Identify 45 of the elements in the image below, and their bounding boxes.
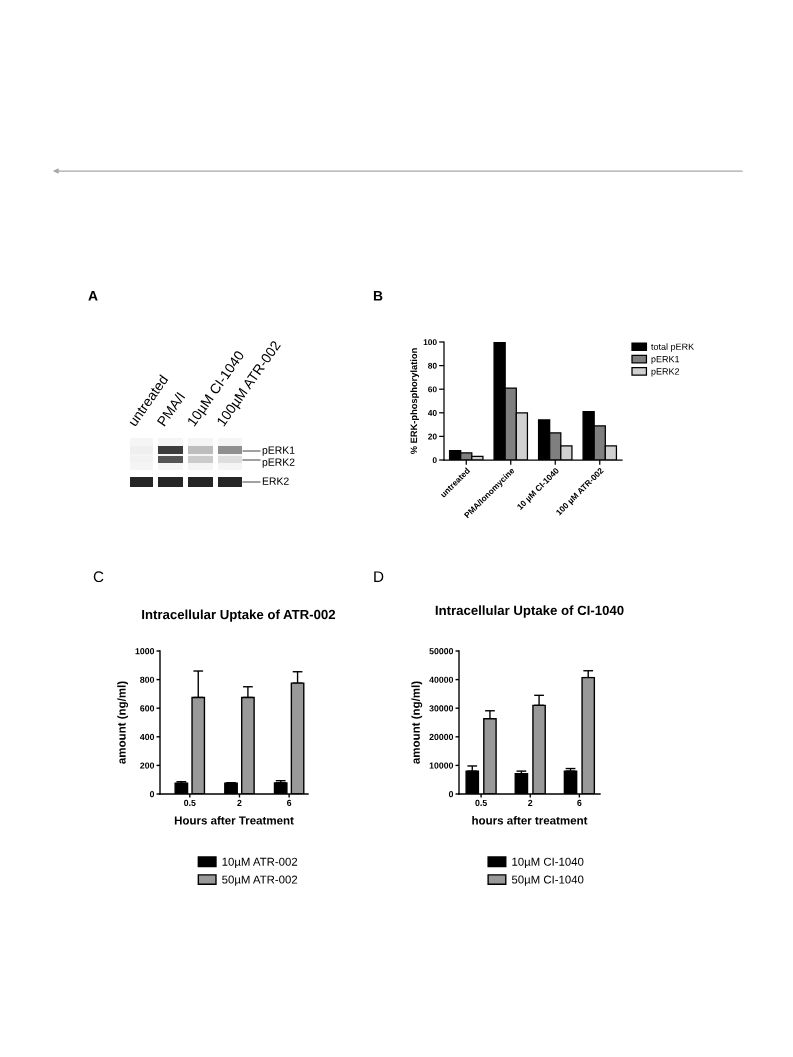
y-tick-label: 0: [448, 791, 454, 798]
y-tick-label: 600: [140, 705, 155, 712]
y-tick-label: 50000: [429, 648, 454, 655]
category-label: pERK2: [262, 458, 295, 468]
legend-label: pERK2: [651, 368, 680, 377]
y-tick-label: 100: [423, 339, 437, 346]
legend-label: 50µM CI-1040: [511, 875, 584, 886]
chart-title: Intracellular Uptake of ATR-002: [142, 609, 336, 622]
legend-label: total pERK: [651, 343, 695, 352]
text: B: [373, 291, 383, 301]
y-axis-title: amount (ng/ml): [411, 681, 423, 764]
y-axis-title: amount (ng/ml): [117, 681, 129, 764]
y-tick-label: 800: [140, 676, 155, 683]
y-axis-title: % ERK-phosphorylation: [410, 348, 419, 455]
x-tick-label: 0.5: [475, 799, 487, 806]
y-tick-label: 80: [428, 362, 437, 369]
x-tick-label: 0.5: [184, 799, 196, 806]
x-tick-label: 2: [528, 799, 533, 806]
text: D: [374, 571, 384, 582]
y-tick-label: 400: [139, 733, 155, 741]
x-axis-title: hours after treatment: [472, 816, 588, 825]
legend-label: 10µM CI-1040: [512, 857, 584, 869]
text: C: [93, 571, 104, 583]
x-axis-title: Hours after Treatment: [174, 816, 294, 825]
legend-label: 50µM ATR-002: [222, 875, 298, 886]
y-tick-label: 200: [140, 762, 155, 769]
y-tick-label: 30000: [429, 705, 454, 712]
y-tick-label: 60: [428, 386, 437, 393]
y-tick-label: 20000: [429, 733, 454, 741]
category-label: ERK2: [262, 477, 289, 485]
x-tick-label: 2: [237, 799, 242, 806]
y-tick-label: 10000: [429, 762, 454, 769]
category-label: pERK1: [262, 446, 295, 456]
y-tick-label: 1000: [135, 648, 155, 655]
y-tick-label: 40000: [429, 676, 454, 683]
y-tick-label: 20: [428, 433, 437, 440]
text: A: [88, 291, 98, 301]
chart-title: Intracellular Uptake of CI-1040: [435, 605, 624, 618]
y-tick-label: 0: [432, 457, 437, 464]
x-tick-label: 6: [287, 799, 292, 806]
legend-label: pERK1: [651, 356, 680, 365]
y-tick-label: 0: [149, 791, 155, 798]
legend-label: 10µM ATR-002: [222, 857, 298, 869]
y-tick-label: 40: [427, 410, 437, 416]
x-tick-label: 6: [577, 799, 582, 806]
